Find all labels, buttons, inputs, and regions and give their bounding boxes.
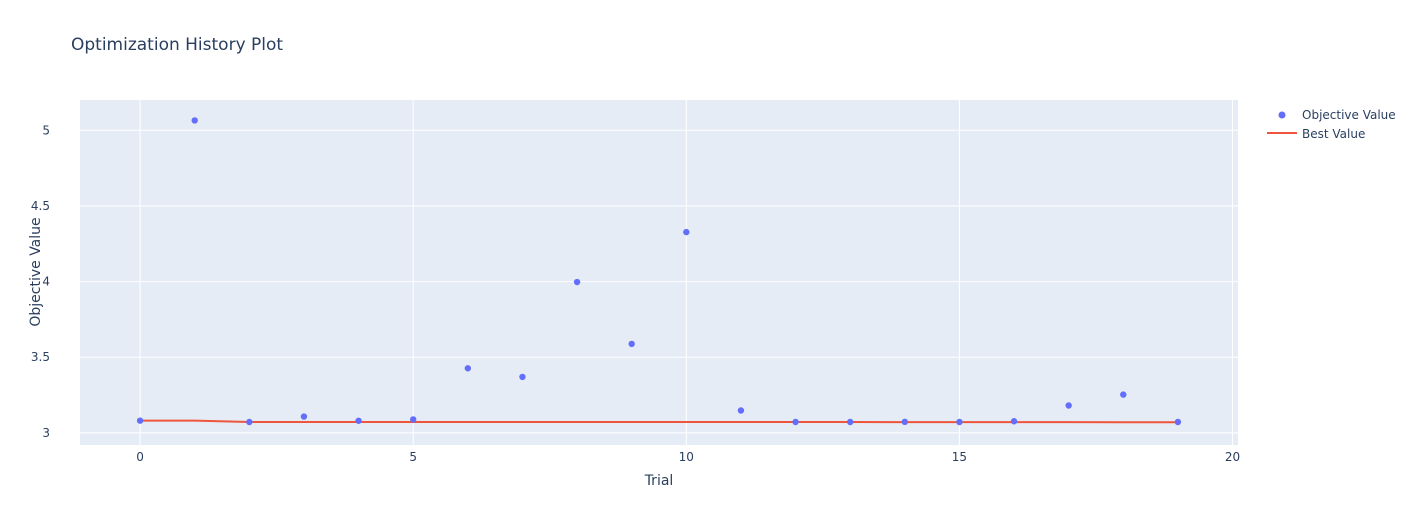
legend-label-objective-value: Objective Value <box>1302 108 1396 122</box>
objective-value-point[interactable] <box>792 418 799 426</box>
y-tick-label: 5 <box>42 123 50 137</box>
objective-value-point[interactable] <box>956 418 963 426</box>
x-tick-label: 20 <box>1225 450 1240 464</box>
legend-item-objective-value[interactable]: Objective Value <box>1278 108 1396 122</box>
chart-title: Optimization History Plot <box>71 35 283 55</box>
objective-value-point[interactable] <box>901 418 909 426</box>
y-axis-ticks: 3 3.5 4 4.5 5 <box>31 123 50 440</box>
x-axis-title: Trial <box>644 473 674 489</box>
objective-value-series <box>136 117 1182 426</box>
objective-value-point[interactable] <box>1174 418 1182 426</box>
objective-value-point[interactable] <box>846 418 854 426</box>
objective-value-point[interactable] <box>136 417 144 424</box>
objective-value-point[interactable] <box>1065 402 1072 409</box>
y-tick-label: 3 <box>42 426 50 440</box>
objective-value-point[interactable] <box>683 228 690 236</box>
objective-value-point[interactable] <box>191 117 198 124</box>
objective-value-point[interactable] <box>1010 418 1018 425</box>
objective-value-point[interactable] <box>519 373 526 381</box>
y-tick-label: 4.5 <box>31 199 50 213</box>
objective-value-point[interactable] <box>1120 391 1127 398</box>
best-value-series <box>140 419 1178 424</box>
legend[interactable]: Objective Value Best Value <box>1267 108 1396 141</box>
y-tick-label: 3.5 <box>31 350 50 364</box>
objective-value-point[interactable] <box>300 413 308 420</box>
objective-value-point[interactable] <box>246 418 253 426</box>
x-tick-label: 15 <box>952 450 967 464</box>
legend-label-best-value: Best Value <box>1302 127 1365 141</box>
objective-value-point[interactable] <box>573 278 581 286</box>
objective-value-point[interactable] <box>464 365 472 372</box>
objective-value-point[interactable] <box>737 407 745 414</box>
x-tick-label: 5 <box>409 450 417 464</box>
grid-lines <box>80 100 1238 445</box>
x-tick-label: 10 <box>679 450 694 464</box>
y-axis-title: Objective Value <box>28 217 44 326</box>
y-tick-label: 4 <box>42 275 50 289</box>
plot-area <box>80 100 1238 445</box>
objective-value-point[interactable] <box>355 417 362 424</box>
objective-value-point[interactable] <box>628 340 635 348</box>
x-tick-label: 0 <box>136 450 144 464</box>
objective-value-point[interactable] <box>409 416 417 423</box>
x-axis-ticks: 0 5 10 15 20 <box>136 450 1240 464</box>
best-value-line <box>140 419 1178 424</box>
legend-item-best-value[interactable]: Best Value <box>1267 127 1365 141</box>
legend-marker-objective-value <box>1278 111 1286 119</box>
